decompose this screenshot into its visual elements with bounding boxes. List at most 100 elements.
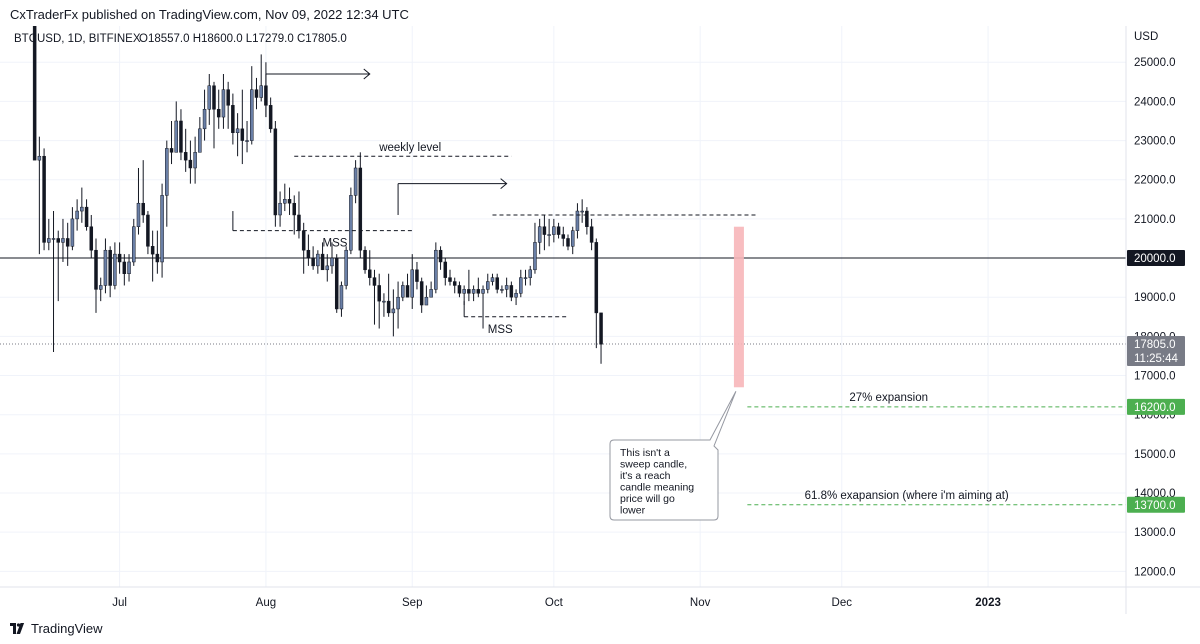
price-badges: 20000.0 17805.0 11:25:44 16200.0 13700.0 <box>1127 250 1185 513</box>
candle-up <box>245 140 249 142</box>
candle-down <box>405 285 410 298</box>
publish-bar: CxTraderFx published on TradingView.com,… <box>0 0 1200 26</box>
candle-up <box>580 210 584 213</box>
candle-down <box>320 253 325 271</box>
highlight-box <box>733 226 744 388</box>
candle-up <box>113 253 117 286</box>
mss-right-label: MSS <box>488 324 513 336</box>
candle-up <box>339 285 344 310</box>
candle-up <box>523 277 528 279</box>
candle-up <box>486 281 490 290</box>
last-price-badge-text: 17805.0 <box>1134 339 1176 351</box>
candle-up <box>75 210 79 220</box>
horizontal-levels: 27% expansion 61.8% exapansion (where i'm… <box>0 257 1126 506</box>
callout-bubble <box>609 391 737 521</box>
candle-down <box>32 3 37 161</box>
time-tick-label: Aug <box>256 597 276 609</box>
candle-up <box>547 234 551 236</box>
candle-up <box>37 155 42 161</box>
candle-down <box>566 238 570 247</box>
candle-up <box>424 296 429 306</box>
price-tick-label: 15000.0 <box>1134 449 1176 461</box>
candle-up <box>165 148 169 196</box>
candle-up <box>519 277 523 294</box>
candle-up <box>98 285 103 290</box>
candle-down <box>155 253 160 263</box>
callout-text-line: price will go <box>620 493 675 505</box>
candle-up <box>127 261 131 274</box>
candle-down <box>292 202 296 216</box>
candle-down <box>556 226 561 235</box>
candle-down <box>146 214 150 247</box>
candle-down <box>476 289 481 294</box>
candle-down <box>117 253 122 263</box>
time-tick-label: Oct <box>545 597 564 609</box>
time-axis: Jul Aug Sep Oct Nov Dec 2023 <box>112 597 1001 609</box>
candle-up <box>570 230 575 247</box>
candle-up <box>429 289 433 298</box>
candle-up <box>382 300 386 303</box>
candle-down <box>467 289 471 294</box>
time-tick-label: Nov <box>690 597 711 609</box>
candle-down <box>561 234 566 239</box>
candle-down <box>231 105 235 133</box>
candle-up <box>70 218 75 247</box>
tradingview-logo[interactable]: TradingView <box>10 621 103 636</box>
candle-down <box>585 210 589 227</box>
time-tick-label: 2023 <box>975 597 1001 609</box>
candle-up <box>462 289 466 294</box>
candle-up <box>514 293 518 298</box>
candle-up <box>575 210 580 231</box>
candle-down <box>89 226 94 251</box>
candle-down <box>372 277 377 286</box>
callout-text-line: This isn't a <box>620 447 670 459</box>
candle-down <box>301 230 306 251</box>
candle-up <box>278 202 282 216</box>
candle-down <box>509 285 514 298</box>
candle-up <box>316 253 320 267</box>
candle-up <box>528 269 532 278</box>
candle-down <box>122 261 127 274</box>
candle-down <box>169 148 174 153</box>
candle-up <box>250 89 254 141</box>
time-tick-label: Sep <box>402 597 422 609</box>
candle-up <box>207 85 212 110</box>
price-tick-label: 21000.0 <box>1134 214 1176 226</box>
candle-up <box>132 226 136 263</box>
candle-up <box>500 289 504 291</box>
candle-up <box>471 289 476 294</box>
chart-area[interactable]: 27% expansion 61.8% exapansion (where i'm… <box>0 0 1200 614</box>
candle-up <box>136 202 141 227</box>
candle-down <box>419 281 424 306</box>
candle-up <box>434 249 438 290</box>
time-tick-label: Dec <box>832 597 853 609</box>
candle-up <box>221 89 226 118</box>
publish-info: CxTraderFx published on TradingView.com,… <box>10 7 409 22</box>
candle-down <box>183 152 188 161</box>
candle-up <box>80 206 84 212</box>
candle-down <box>65 238 70 247</box>
27-percent-expansion-label: 27% expansion <box>849 392 928 404</box>
high-arrow-head <box>363 68 371 80</box>
candle-down <box>386 300 391 314</box>
candle-down <box>273 128 278 216</box>
mss-left-label: MSS <box>323 238 348 250</box>
candle-down <box>363 249 367 271</box>
footer-bar: TradingView <box>0 614 1200 644</box>
candle-up <box>235 128 240 133</box>
candle-up <box>349 195 353 251</box>
price-tick-label: 13000.0 <box>1134 527 1176 539</box>
candle-up <box>410 269 414 298</box>
candle-down <box>42 155 46 243</box>
candle-down <box>415 269 419 282</box>
candle-down <box>443 261 448 278</box>
candle-down <box>226 89 230 106</box>
last-price-badge <box>1127 336 1185 367</box>
candle-down <box>594 242 599 314</box>
candle-up <box>198 128 202 153</box>
candle-up <box>533 242 537 271</box>
candle-up <box>330 257 334 267</box>
candlestick-chart[interactable]: 27% expansion 61.8% exapansion (where i'm… <box>0 0 1200 614</box>
candle-up <box>160 195 164 263</box>
